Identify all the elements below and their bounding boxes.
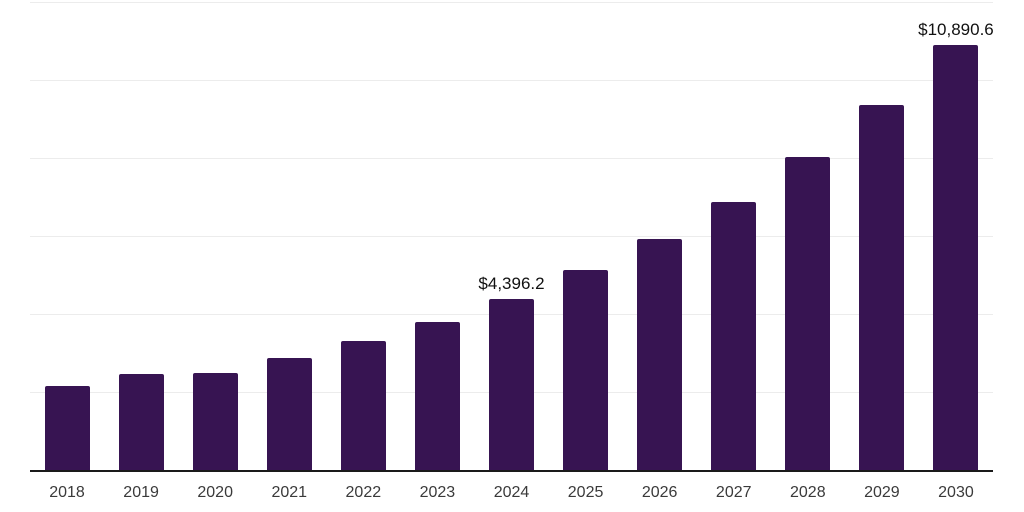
x-tick-label-2023: 2023 <box>419 484 456 501</box>
bar-2018 <box>44 385 90 470</box>
x-tick-label-2027: 2027 <box>715 484 752 501</box>
bar-2028 <box>785 156 831 470</box>
bar-2022 <box>340 340 386 470</box>
bar-2030 <box>933 45 979 470</box>
data-label-2030: $10,890.6 <box>918 20 994 40</box>
bar-2021 <box>266 358 312 470</box>
x-tick-label-2018: 2018 <box>49 484 85 501</box>
bar-2020 <box>192 373 238 470</box>
bar-2026 <box>637 238 683 470</box>
gridline-8000 <box>30 158 993 159</box>
gridline-6000 <box>30 236 993 237</box>
x-tick-label-2026: 2026 <box>641 484 678 501</box>
x-tick-label-2021: 2021 <box>271 484 308 501</box>
gridline-10000 <box>30 80 993 81</box>
x-tick-label-2030: 2030 <box>938 484 974 501</box>
x-tick-label-2029: 2029 <box>864 484 900 501</box>
bar-2019 <box>118 374 164 470</box>
x-tick-label-2019: 2019 <box>123 484 159 501</box>
x-tick-label-2028: 2028 <box>790 484 826 501</box>
bar-2024 <box>489 298 534 470</box>
x-tick-label-2020: 2020 <box>197 484 233 501</box>
bar-2023 <box>414 321 460 470</box>
bar-2027 <box>711 202 757 470</box>
x-axis-line <box>30 470 993 472</box>
bar-2029 <box>859 104 905 470</box>
data-label-2024: $4,396.2 <box>478 273 545 293</box>
gridline-12000 <box>30 2 993 3</box>
x-tick-label-2025: 2025 <box>567 484 604 501</box>
x-tick-label-2022: 2022 <box>345 484 382 501</box>
bar-2025 <box>563 269 609 470</box>
x-tick-label-2024: 2024 <box>493 484 530 501</box>
